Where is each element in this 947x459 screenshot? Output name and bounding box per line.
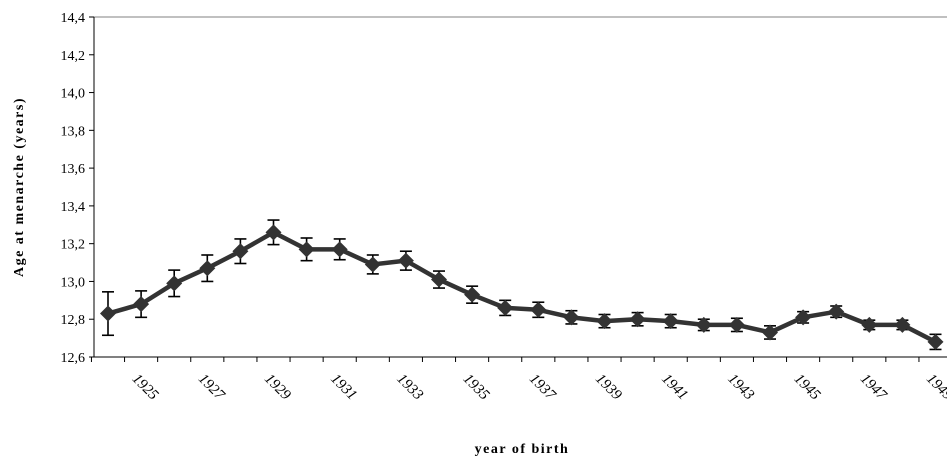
data-point-marker xyxy=(464,286,481,303)
x-tick-label: 1927 xyxy=(195,371,229,405)
data-point-marker xyxy=(232,243,249,260)
data-point-marker xyxy=(298,241,315,258)
data-point-marker xyxy=(861,316,878,333)
data-point-marker xyxy=(662,313,679,330)
y-axis-title: Age at menarche (years) xyxy=(12,97,27,277)
data-point-marker xyxy=(166,275,183,292)
data-point-marker xyxy=(894,316,911,333)
x-tick-label: 1939 xyxy=(592,371,625,404)
y-tick-label: 12,6 xyxy=(61,351,86,366)
y-tick-label: 13,6 xyxy=(61,162,86,177)
x-tick-label: 1925 xyxy=(129,371,162,404)
data-point-marker xyxy=(596,313,613,330)
data-point-marker xyxy=(331,241,348,258)
y-tick-label: 12,8 xyxy=(61,313,86,328)
data-point-marker xyxy=(728,316,745,333)
series-line xyxy=(107,230,937,344)
y-tick-label: 14,4 xyxy=(61,11,86,26)
x-tick-label: 1945 xyxy=(791,371,824,404)
data-point-marker xyxy=(828,303,845,320)
data-point-marker xyxy=(431,271,447,288)
data-point-marker xyxy=(199,260,216,277)
y-tick-label: 13,2 xyxy=(61,238,86,253)
x-tick-label: 1949 xyxy=(923,371,947,404)
data-point-marker xyxy=(265,224,282,241)
y-tick-label: 13,8 xyxy=(61,124,86,139)
data-point-marker xyxy=(629,311,646,328)
data-point-marker xyxy=(530,301,547,318)
x-tick-label: 1929 xyxy=(261,371,294,404)
x-tick-label: 1937 xyxy=(526,371,560,405)
data-point-marker xyxy=(133,296,150,313)
x-tick-label: 1931 xyxy=(327,371,360,404)
data-point-marker xyxy=(100,305,116,322)
x-tick-label: 1947 xyxy=(857,371,891,405)
x-tick-label: 1943 xyxy=(724,371,757,404)
data-point-marker xyxy=(795,309,812,326)
data-point-marker xyxy=(397,252,414,269)
data-point-marker xyxy=(364,256,381,273)
data-point-marker xyxy=(563,309,580,326)
data-point-marker xyxy=(695,316,712,333)
y-tick-label: 13,0 xyxy=(61,275,86,290)
data-point-marker xyxy=(497,299,514,316)
x-axis-title: year of birth xyxy=(475,442,570,457)
y-tick-label: 14,2 xyxy=(61,49,86,64)
data-point-marker xyxy=(927,333,944,350)
y-tick-label: 13,4 xyxy=(61,200,86,215)
x-tick-label: 1941 xyxy=(658,371,691,404)
y-tick-label: 14,0 xyxy=(61,87,86,102)
x-tick-label: 1935 xyxy=(460,371,493,404)
x-tick-label: 1933 xyxy=(393,371,426,404)
data-point-marker xyxy=(762,324,778,341)
